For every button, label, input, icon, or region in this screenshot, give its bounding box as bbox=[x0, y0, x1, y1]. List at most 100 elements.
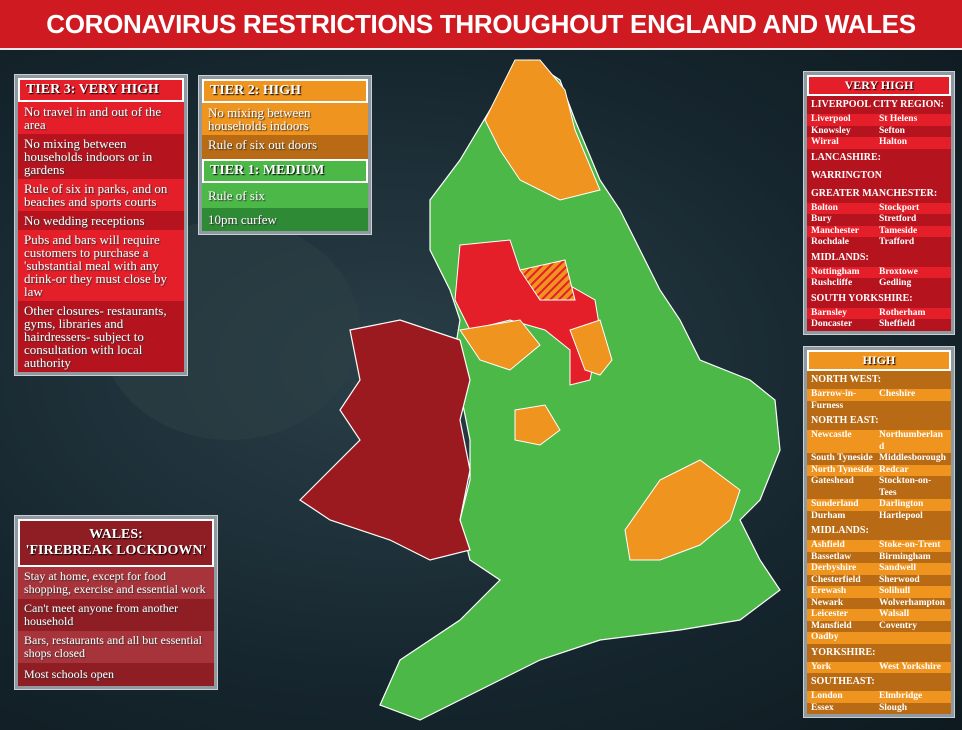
area-name: Liverpool bbox=[811, 114, 851, 124]
very-high-areas-panel: VERY HIGH LIVERPOOL CITY REGION: Liverpoo… bbox=[803, 71, 955, 335]
wales-header: WALES: 'FIREBREAK LOCKDOWN' bbox=[18, 519, 214, 567]
area-row: Erewash Solihull bbox=[807, 586, 951, 598]
map-region-england-medium bbox=[379, 59, 781, 721]
area-section-heading: MIDLANDS: bbox=[807, 522, 951, 540]
area-row: Rushcliffe Gedling bbox=[807, 278, 951, 290]
area-row: Bassetlaw Birmingham bbox=[807, 551, 951, 563]
area-name: Newark bbox=[811, 597, 844, 608]
tier3-item: No mixing between households indoors or … bbox=[18, 134, 184, 179]
map-region-cheshire-high bbox=[459, 319, 541, 371]
area-name: Stoke-on-Trent bbox=[879, 540, 941, 550]
area-name: Barrow-in- bbox=[811, 389, 857, 399]
area-name: Rochdale bbox=[811, 237, 849, 247]
very-high-header: VERY HIGH bbox=[807, 75, 951, 96]
area-name: St Helens bbox=[879, 114, 918, 124]
tier2-header: TIER 2: HIGH bbox=[202, 79, 368, 103]
area-name: Wolverhampton bbox=[879, 597, 945, 608]
area-section-heading: NORTH EAST: bbox=[807, 412, 951, 430]
area-name: Coventry bbox=[879, 620, 917, 631]
area-row: Oadby bbox=[807, 632, 951, 644]
area-row: Gateshead Stockton-on-Tees bbox=[807, 476, 951, 499]
area-section-heading: LANCASHIRE: bbox=[807, 148, 951, 167]
area-name: Rushcliffe bbox=[811, 278, 853, 288]
area-name: Derbyshire bbox=[811, 563, 857, 573]
area-section-heading: NORTH WEST: bbox=[807, 371, 951, 389]
area-name: Newcastle bbox=[811, 430, 852, 440]
high-areas-panel: HIGH NORTH WEST: Barrow-in- Cheshire Furnes… bbox=[803, 346, 955, 718]
area-name: Walsall bbox=[879, 609, 910, 619]
area-name: Doncaster bbox=[811, 319, 853, 329]
area-name: Stretford bbox=[879, 214, 917, 224]
tier3-item: Rule of six in parks, and on beaches and… bbox=[18, 179, 184, 211]
area-row: Essex Slough bbox=[807, 702, 951, 714]
area-row: Rochdale Trafford bbox=[807, 237, 951, 249]
area-name: Sandwell bbox=[879, 563, 916, 573]
high-header: HIGH bbox=[807, 350, 951, 371]
area-name: Mansfield bbox=[811, 620, 852, 631]
tier1-item: Rule of six bbox=[202, 183, 368, 208]
area-row: Sunderland Darlington bbox=[807, 499, 951, 511]
area-name: Tameside bbox=[879, 225, 918, 236]
area-name: Oadby bbox=[811, 632, 839, 642]
tier3-item: Other closures- restaurants, gyms, libra… bbox=[18, 301, 184, 372]
tier3-header: TIER 3: VERY HIGH bbox=[18, 78, 184, 102]
area-section-heading: SOUTHEAST: bbox=[807, 673, 951, 691]
area-name: Knowsley bbox=[811, 125, 851, 136]
area-name: Manchester bbox=[811, 225, 860, 236]
area-name: Hartlepool bbox=[879, 510, 923, 521]
area-row: Ashfield Stoke-on-Trent bbox=[807, 540, 951, 552]
area-name: Furness bbox=[811, 400, 844, 411]
map-region-north-east-high bbox=[484, 59, 601, 201]
area-row: London Elmbridge bbox=[807, 691, 951, 703]
area-section-heading: GREATER MANCHESTER: bbox=[807, 184, 951, 203]
area-section-heading: LIVERPOOL CITY REGION: bbox=[807, 96, 951, 114]
wales-item: Stay at home, except for food shopping, … bbox=[18, 567, 214, 599]
area-row: Doncaster Sheffield bbox=[807, 319, 951, 331]
area-name: Nottingham bbox=[811, 266, 860, 277]
wales-header-line1: WALES: bbox=[89, 527, 143, 542]
area-name: Elmbridge bbox=[879, 691, 923, 701]
area-section-heading: WARRINGTON bbox=[807, 166, 951, 185]
area-name: Rotherham bbox=[879, 307, 926, 318]
area-row: York West Yorkshire bbox=[807, 661, 951, 673]
area-row: Bury Stretford bbox=[807, 214, 951, 226]
area-name: Chesterfield bbox=[811, 574, 861, 585]
area-row: Barrow-in- Cheshire bbox=[807, 389, 951, 401]
area-name: Birmingham bbox=[879, 551, 931, 562]
area-name: Broxtowe bbox=[879, 266, 918, 277]
map-region-midlands-high bbox=[514, 404, 561, 446]
area-name: Sefton bbox=[879, 125, 905, 136]
wales-item: Bars, restaurants and all but essential … bbox=[18, 631, 214, 663]
area-name: West Yorkshire bbox=[879, 661, 942, 672]
tier3-item: No wedding receptions bbox=[18, 211, 184, 230]
area-name: Northumberland bbox=[879, 430, 943, 452]
area-row: Newark Wolverhampton bbox=[807, 597, 951, 609]
area-name bbox=[879, 632, 947, 644]
area-row: Derbyshire Sandwell bbox=[807, 563, 951, 575]
area-row: Furness bbox=[807, 400, 951, 413]
wales-panel: WALES: 'FIREBREAK LOCKDOWN' Stay at home… bbox=[14, 515, 218, 690]
map-region-london-high bbox=[624, 459, 741, 561]
area-name: Sherwood bbox=[879, 574, 920, 585]
area-name bbox=[879, 401, 947, 413]
area-name: Essex bbox=[811, 702, 834, 713]
area-name: Slough bbox=[879, 702, 907, 713]
area-row: Mansfield Coventry bbox=[807, 620, 951, 632]
tier1-item: 10pm curfew bbox=[202, 208, 368, 231]
area-name: South Tyneside bbox=[811, 453, 873, 463]
tier1-header: TIER 1: MEDIUM bbox=[202, 159, 368, 183]
area-row: Manchester Tameside bbox=[807, 225, 951, 237]
wales-item: Can't meet anyone from another household bbox=[18, 599, 214, 631]
area-row: Chesterfield Sherwood bbox=[807, 574, 951, 586]
area-row: Newcastle Northumberland bbox=[807, 430, 951, 453]
area-row: Durham Hartlepool bbox=[807, 510, 951, 522]
area-name: Erewash bbox=[811, 586, 847, 596]
area-section-heading: YORKSHIRE: bbox=[807, 643, 951, 662]
area-name: Leicester bbox=[811, 609, 848, 619]
area-name: Ashfield bbox=[811, 540, 845, 550]
area-name: Solihull bbox=[879, 586, 911, 596]
area-name: Trafford bbox=[879, 237, 915, 247]
area-row: Knowsley Sefton bbox=[807, 125, 951, 137]
area-row: North Tyneside Redcar bbox=[807, 464, 951, 476]
